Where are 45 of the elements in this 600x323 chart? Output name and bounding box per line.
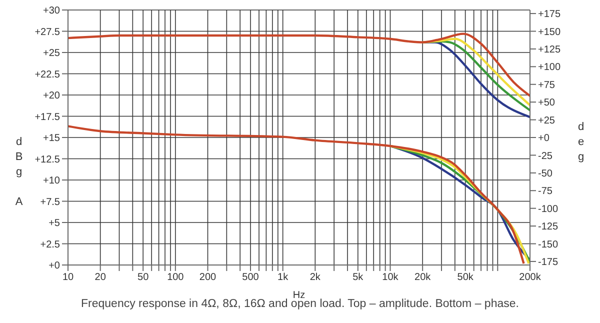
x-tick-label: 10k xyxy=(382,272,400,284)
y2-tick-label: +125 xyxy=(538,44,561,56)
x-tick-label: 10 xyxy=(62,272,74,284)
x-tick-label: 100 xyxy=(167,272,184,284)
x-axis-title: Hz xyxy=(292,290,306,301)
x-tick-label: 500 xyxy=(242,272,260,284)
x-tick-label: 200 xyxy=(199,272,217,284)
y-tick-label: +30 xyxy=(43,6,60,17)
y2-tick-label: +100 xyxy=(538,62,561,74)
y2-tick-label: -175 xyxy=(538,257,558,268)
y2-tick-label: -150 xyxy=(538,239,558,250)
y2-tick-label: -25 xyxy=(538,150,553,162)
x-tick-label: 5k xyxy=(352,272,364,284)
y-tick-label: +0 xyxy=(48,260,60,272)
y-tick-label: +17.5 xyxy=(34,112,60,123)
y-tick-label: +25 xyxy=(43,48,60,60)
y2-tick-label: -125 xyxy=(538,222,558,233)
y-tick-label: +27.5 xyxy=(34,26,60,38)
y2-tick-label: +50 xyxy=(538,98,556,109)
y2-tick-label: +75 xyxy=(538,80,556,91)
y-tick-label: +20 xyxy=(43,90,60,102)
text: dBg A xyxy=(15,136,23,208)
y-tick-label: +2.5 xyxy=(40,239,60,250)
y-tick-label: +7.5 xyxy=(40,196,60,208)
y2-tick-label: -50 xyxy=(538,168,553,180)
y2-tick-label: +25 xyxy=(538,115,556,126)
y2-tick-label: +175 xyxy=(538,9,561,20)
y-tick-label: +10 xyxy=(43,176,60,187)
y-tick-label: +15 xyxy=(43,133,60,144)
x-tick-label: 2k xyxy=(310,272,322,284)
x-tick-label: 20k xyxy=(414,272,432,284)
y-tick-label: +12.5 xyxy=(34,154,60,166)
x-tick-label: 1k xyxy=(278,272,290,284)
text: Frequency response in 4Ω, 8Ω, 16Ω and open load. Top – amplitude. Bottom – phase. xyxy=(80,298,520,310)
x-tick-label: 200k xyxy=(519,272,542,284)
y2-axis-title: deg xyxy=(576,120,586,165)
y2-tick-label: +0 xyxy=(538,133,550,144)
y2-tick-label: -100 xyxy=(538,204,558,215)
y2-tick-label: -75 xyxy=(538,186,553,198)
y-tick-label: +22.5 xyxy=(34,69,60,80)
y2-tick-label: +150 xyxy=(538,26,561,38)
x-tick-label: 50k xyxy=(457,272,474,284)
y-tick-label: +5 xyxy=(48,218,60,230)
x-tick-label: 20 xyxy=(94,272,106,284)
x-tick-label: 50 xyxy=(138,272,150,284)
